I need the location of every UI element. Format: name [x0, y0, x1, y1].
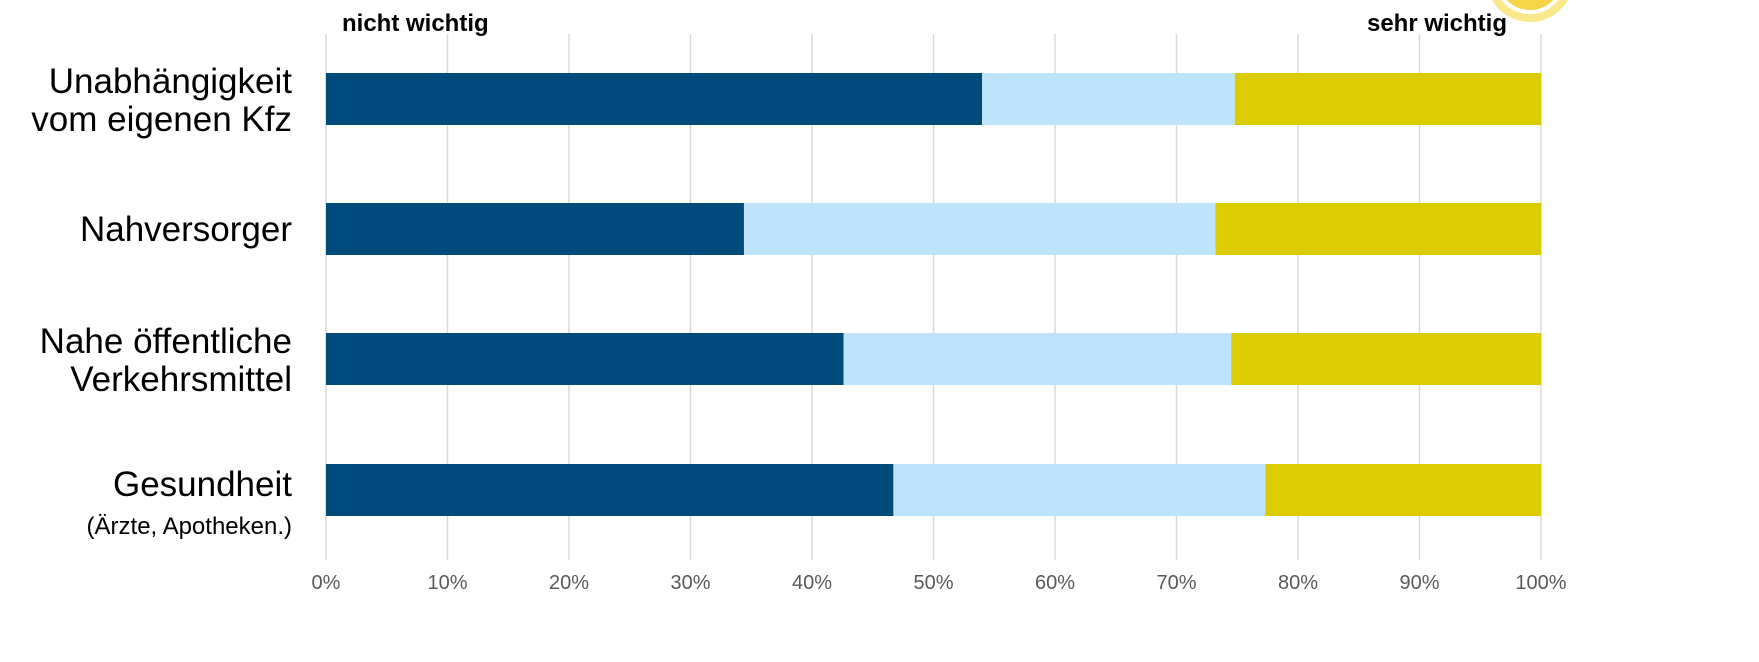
bar-segment [843, 333, 1232, 385]
x-tick-label: 10% [427, 572, 467, 594]
bars [326, 73, 1541, 516]
x-tick-label: 20% [549, 572, 589, 594]
bar-segment [1265, 464, 1541, 516]
x-tick-label: 40% [792, 572, 832, 594]
bar-segment [326, 464, 894, 516]
x-tick-label: 50% [913, 572, 953, 594]
category-label: Nahe öffentliche [40, 322, 292, 361]
x-tick-labels: 0% 10% 20% 30% 40% 50% 60% 70% 80% 90% 100% [312, 572, 1567, 594]
category-label: Gesundheit [113, 465, 292, 504]
scale-low-label: nicht wichtig [342, 10, 489, 37]
corner-decoration [1491, 0, 1569, 22]
x-tick-label: 90% [1399, 572, 1439, 594]
corner-ring [1491, 0, 1569, 22]
bar-segment [326, 73, 983, 125]
bar-segment [326, 203, 744, 255]
scale-high-label: sehr wichtig [1367, 10, 1507, 37]
bar-segment [326, 333, 844, 385]
bar-segment [1231, 333, 1541, 385]
x-tick-label: 100% [1515, 572, 1566, 594]
bar-segment [982, 73, 1235, 125]
x-tick-label: 70% [1156, 572, 1196, 594]
x-tick-label: 0% [312, 572, 341, 594]
corner-disc [1506, 0, 1554, 10]
bar-segment [743, 203, 1216, 255]
x-tick-label: 60% [1035, 572, 1075, 594]
category-sublabel: (Ärzte, Apotheken.) [87, 513, 292, 540]
x-tick-label: 30% [670, 572, 710, 594]
bar-segment [893, 464, 1266, 516]
x-tick-label: 80% [1278, 572, 1318, 594]
bar-segment [1234, 73, 1541, 125]
bar-segment [1215, 203, 1541, 255]
category-label: Nahversorger [80, 210, 292, 249]
category-label: Unabhängigkeit [49, 62, 293, 101]
category-label: Verkehrsmittel [70, 360, 292, 399]
category-label: vom eigenen Kfz [31, 100, 292, 139]
